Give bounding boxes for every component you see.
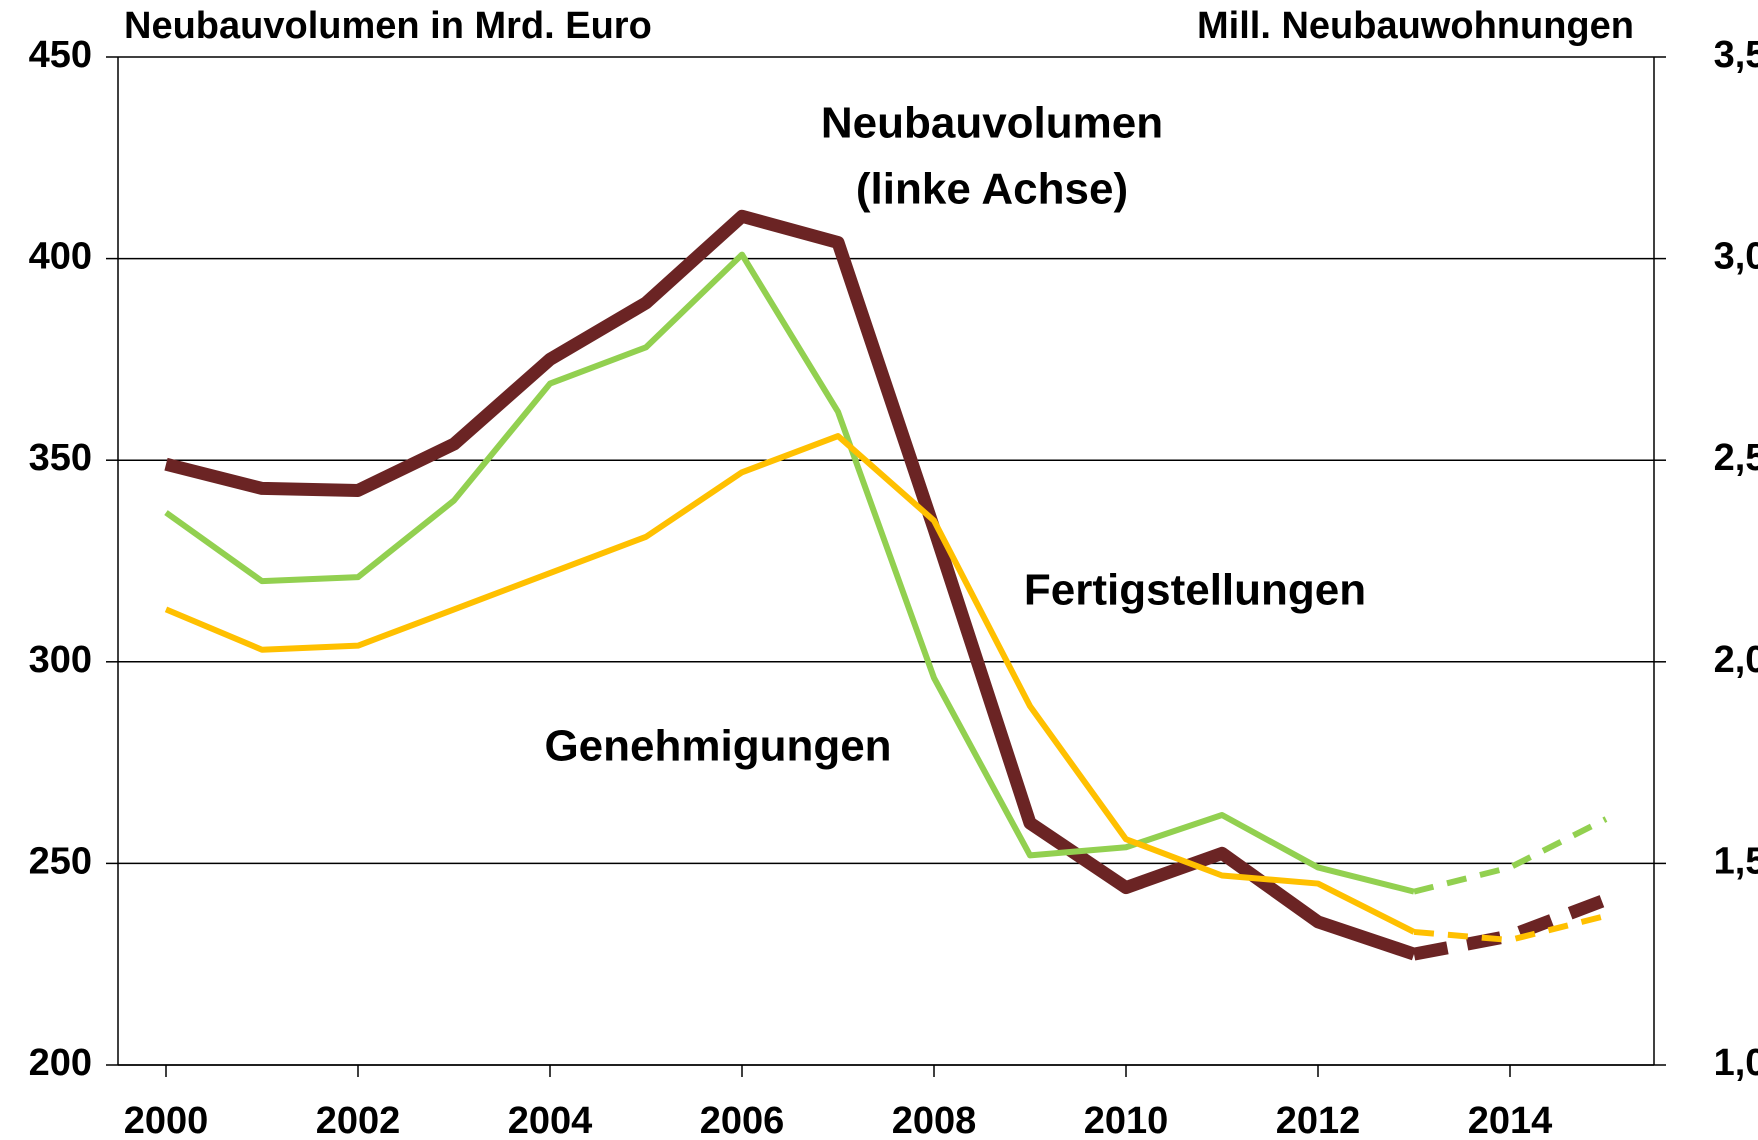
y2-tick-label: 2,5 bbox=[1714, 437, 1758, 479]
annotation: Neubauvolumen bbox=[821, 99, 1163, 148]
series-line bbox=[164, 433, 1416, 935]
y2-tick-label: 1,5 bbox=[1714, 840, 1758, 882]
x-tick-label: 2000 bbox=[124, 1100, 209, 1135]
y-tick-label: 450 bbox=[29, 34, 92, 76]
x-tick-label: 2008 bbox=[892, 1100, 977, 1135]
y2-tick-label: 3,5 bbox=[1714, 34, 1758, 76]
x-tick-label: 2004 bbox=[508, 1100, 593, 1135]
annotation: Genehmigungen bbox=[544, 722, 891, 771]
x-tick-label: 2012 bbox=[1276, 1100, 1361, 1135]
y-tick-label: 300 bbox=[29, 639, 92, 681]
y2-tick-label: 2,0 bbox=[1714, 639, 1758, 681]
series-line-dashed bbox=[1413, 816, 1608, 895]
x-tick-label: 2002 bbox=[316, 1100, 401, 1135]
y2-tick-label: 3,0 bbox=[1714, 236, 1758, 278]
x-tick-label: 2006 bbox=[700, 1100, 785, 1135]
x-tick-label: 2014 bbox=[1468, 1100, 1553, 1135]
series-line bbox=[164, 251, 1415, 895]
y-tick-label: 350 bbox=[29, 437, 92, 479]
series-line-dashed bbox=[1413, 912, 1607, 944]
y-axis-title: Neubauvolumen in Mrd. Euro bbox=[124, 5, 652, 47]
x-tick-label: 2010 bbox=[1084, 1100, 1169, 1135]
y-tick-label: 200 bbox=[29, 1042, 92, 1084]
y2-tick-label: 1,0 bbox=[1714, 1042, 1758, 1084]
series-line bbox=[164, 209, 1417, 961]
y-tick-label: 250 bbox=[29, 840, 92, 882]
y-tick-label: 400 bbox=[29, 236, 92, 278]
y2-axis-title: Mill. Neubauwohnungen bbox=[1197, 5, 1634, 47]
annotation: Fertigstellungen bbox=[1024, 566, 1366, 615]
series-line-dashed bbox=[1412, 893, 1609, 961]
annotation: (linke Achse) bbox=[856, 165, 1128, 214]
